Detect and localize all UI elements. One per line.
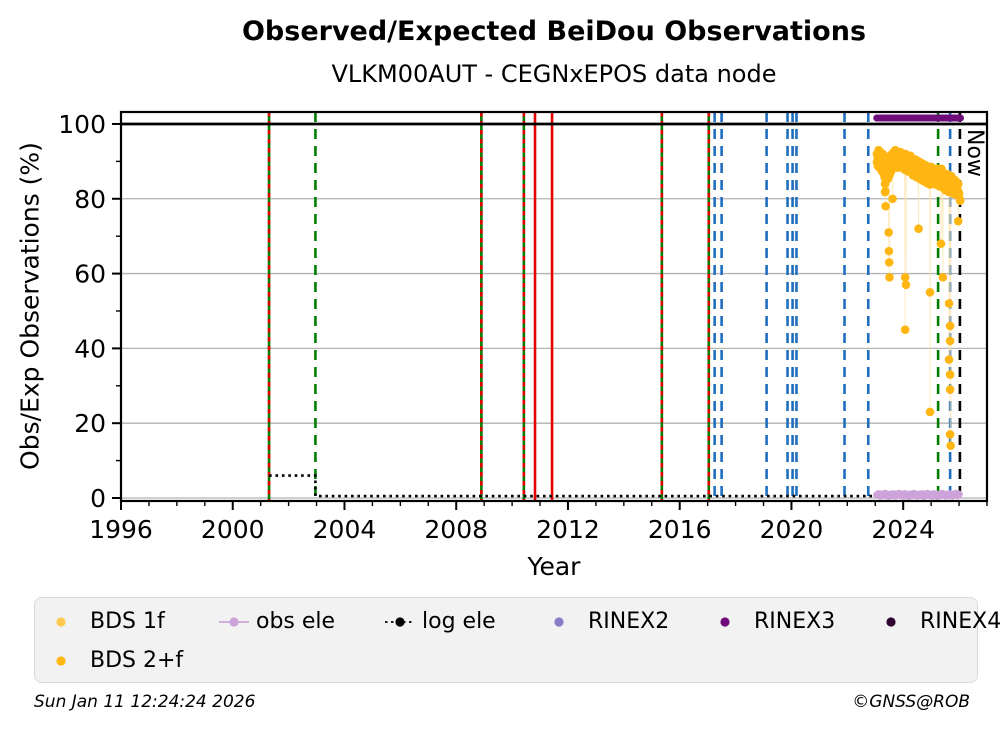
tick-labels: 1996 2000 2004 2008 2012 2016 2020 2024 0 20 40 60 8… [58,110,935,544]
footer-copyright: ©GNSS@ROB [852,692,970,712]
legend: BDS 1f obs ele log ele RINEX2 RINEX3 RINEX4 BD… [34,597,1001,683]
svg-text:2012: 2012 [536,515,600,544]
svg-text:100: 100 [58,110,106,139]
legend-marker-icon [56,616,66,627]
legend-item-rinex3: RINEX3 [715,609,881,634]
event-lines [267,112,962,501]
gridlines [121,123,987,499]
svg-text:40: 40 [74,334,106,363]
legend-label: obs ele [256,609,336,634]
legend-row-2: BDS 2+f [51,641,977,680]
axis-ticks [112,122,988,510]
legend-item-log-ele: log ele [383,609,549,634]
series-obs-ele [873,489,963,500]
svg-text:60: 60 [74,260,106,289]
legend-marker-icon [385,616,415,627]
series-bds-2-f [872,145,965,450]
svg-text:2024: 2024 [871,515,935,544]
x-axis-label: Year [527,552,581,581]
legend-label: log ele [422,609,496,634]
legend-label: RINEX3 [754,609,836,634]
svg-text:0: 0 [90,484,106,513]
svg-text:2008: 2008 [424,515,488,544]
legend-marker-icon [219,616,249,627]
legend-item-obs-ele: obs ele [217,609,383,634]
legend-item-rinex4: RINEX4 [881,609,1001,634]
svg-text:2000: 2000 [201,515,265,544]
footer-timestamp: Sun Jan 11 12:24:24 2026 [34,692,256,712]
axes-spines [119,110,989,503]
chart-title: Observed/Expected BeiDou Observations [241,16,867,47]
svg-text:2016: 2016 [648,515,712,544]
series-log-ele [269,474,960,498]
legend-marker-icon [886,616,896,627]
legend-marker-icon [56,655,66,666]
legend-marker-icon [554,616,564,627]
legend-label: RINEX4 [920,609,1002,634]
legend-item-bds-1f: BDS 1f [51,609,217,634]
svg-text:Now: Now [962,129,987,177]
legend-item-rinex2: RINEX2 [549,609,715,634]
legend-label: BDS 1f [90,609,165,634]
svg-text:20: 20 [74,409,106,438]
chart-subtitle: VLKM00AUT - CEGNxEPOS data node [331,60,777,88]
legend-label: RINEX2 [588,609,670,634]
legend-marker-icon [720,616,730,627]
legend-item-bds-2-f: BDS 2+f [51,648,217,673]
legend-row-1: BDS 1f obs ele log ele RINEX2 RINEX3 RINEX4 [51,602,1001,641]
legend-label: BDS 2+f [90,648,184,673]
svg-text:1996: 1996 [89,515,153,544]
svg-text:2020: 2020 [760,515,824,544]
now-label: Now [962,129,987,177]
svg-text:2004: 2004 [313,515,377,544]
svg-text:80: 80 [74,185,106,214]
